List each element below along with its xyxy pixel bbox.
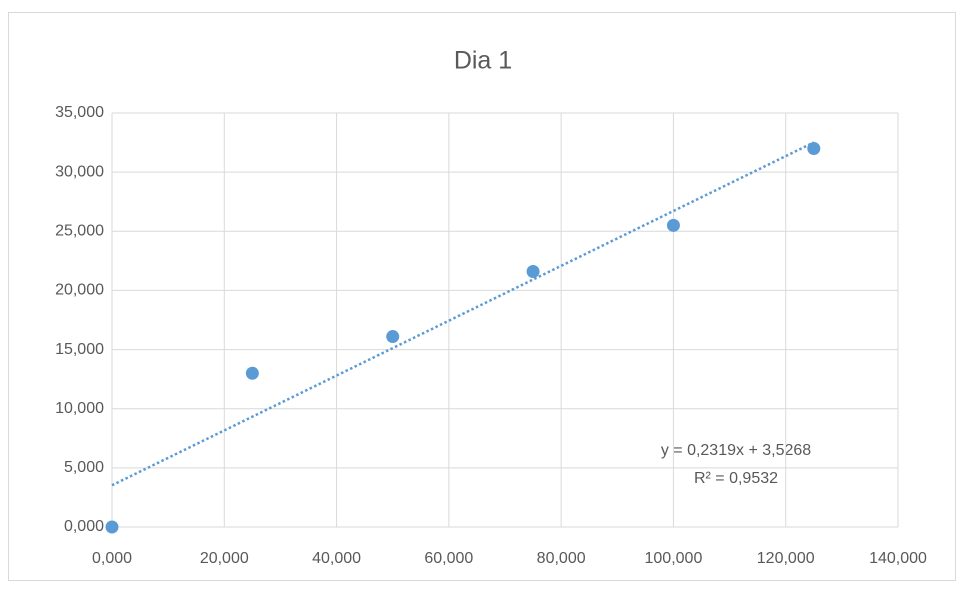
point bbox=[386, 330, 400, 344]
point bbox=[245, 366, 259, 380]
y-tick-label: 0,000 bbox=[64, 518, 104, 535]
x-tick-label: 140,000 bbox=[869, 550, 927, 567]
x-tick-label: 60,000 bbox=[424, 550, 473, 567]
point bbox=[807, 141, 821, 155]
chart-title: Dia 1 bbox=[454, 47, 512, 75]
y-tick-label: 30,000 bbox=[55, 163, 104, 180]
x-tick-label: 80,000 bbox=[537, 550, 586, 567]
point bbox=[526, 265, 540, 279]
trendline-equation: y = 0,2319x + 3,5268 bbox=[661, 442, 811, 459]
trendline bbox=[111, 141, 815, 487]
y-tick-label: 15,000 bbox=[55, 341, 104, 358]
x-tick-label: 40,000 bbox=[312, 550, 361, 567]
y-tick-label: 25,000 bbox=[55, 223, 104, 240]
x-tick-label: 0,000 bbox=[92, 550, 132, 567]
x-tick-label: 100,000 bbox=[645, 550, 703, 567]
point bbox=[105, 520, 119, 534]
y-tick-label: 35,000 bbox=[55, 104, 104, 121]
chart-border bbox=[8, 12, 956, 581]
y-tick-label: 10,000 bbox=[55, 400, 104, 417]
x-tick-label: 20,000 bbox=[200, 550, 249, 567]
x-tick-label: 120,000 bbox=[757, 550, 815, 567]
y-tick-label: 5,000 bbox=[64, 459, 104, 476]
point bbox=[666, 218, 680, 232]
trendline-r2: R² = 0,9532 bbox=[694, 470, 778, 487]
y-tick-label: 20,000 bbox=[55, 282, 104, 299]
